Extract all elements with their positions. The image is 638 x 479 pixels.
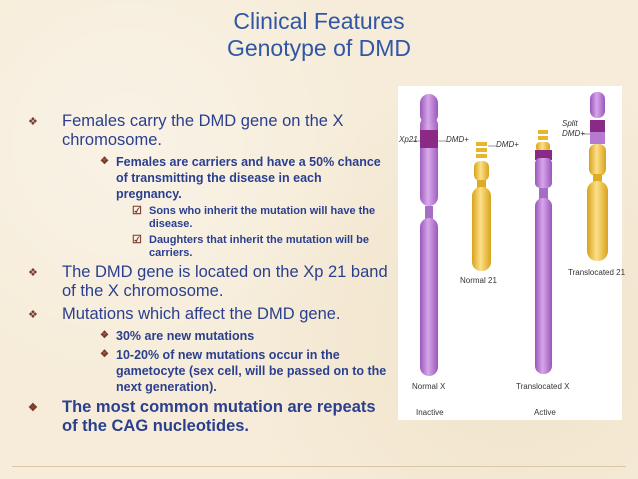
normal-21-satellite bbox=[476, 142, 487, 146]
bullet-1-1-2-text: Daughters that inherit the mutation will… bbox=[149, 234, 370, 259]
bullet-2-text: The DMD gene is located on the Xp 21 ban… bbox=[62, 263, 388, 300]
tx-centromere bbox=[539, 188, 548, 200]
check-box-bullet-icon: ☑ bbox=[132, 205, 142, 217]
t21-q-arm bbox=[587, 181, 608, 261]
label-dmd-2: DMD+ bbox=[496, 140, 519, 149]
label-dmd-3: DMD+ bbox=[562, 129, 585, 138]
chromosome-figure: Xp21 DMD+ DMD+ Split DMD+ Normal 21 Tran… bbox=[398, 86, 626, 420]
bullet-1: ❖ Females carry the DMD gene on the X ch… bbox=[28, 112, 388, 150]
bullet-4-text: The most common mutation are repeats of … bbox=[62, 398, 376, 435]
tx-dmd-band bbox=[535, 150, 552, 160]
t21-centromere bbox=[593, 174, 602, 182]
bullet-3-2: ❖ 10-20% of new mutations occur in the g… bbox=[28, 347, 388, 395]
bullet-3-1-text: 30% are new mutations bbox=[116, 329, 255, 343]
tx-satellite bbox=[538, 130, 548, 134]
diamond-bullet-icon: ❖ bbox=[28, 309, 38, 321]
normal-x-chromosome bbox=[420, 94, 438, 376]
tx-q-arm bbox=[535, 198, 552, 374]
bullet-1-1-2: ☑ Daughters that inherit the mutation wi… bbox=[28, 234, 388, 260]
check-box-bullet-icon: ☑ bbox=[132, 234, 142, 246]
slide-title: Clinical Features Genotype of DMD bbox=[0, 8, 638, 62]
label-dmd-1: DMD+ bbox=[446, 135, 469, 144]
bullet-4: ❖ The most common mutation are repeats o… bbox=[28, 398, 388, 436]
diamond-bullet-icon: ❖ bbox=[28, 267, 38, 279]
normal-21-chromosome bbox=[472, 142, 491, 271]
normal-x-centromere bbox=[425, 206, 433, 220]
caption-normal-21: Normal 21 bbox=[460, 276, 497, 285]
bullet-1-text: Females carry the DMD gene on the X chro… bbox=[62, 112, 344, 149]
t21-purple-segment bbox=[590, 132, 605, 144]
bullet-3: ❖ Mutations which affect the DMD gene. bbox=[28, 305, 388, 324]
normal-x-p-arm bbox=[420, 116, 438, 206]
caption-normal-x: Normal X bbox=[412, 382, 446, 391]
tx-satellite bbox=[538, 136, 548, 140]
diamond-bullet-icon: ❖ bbox=[100, 330, 109, 341]
bullet-1-1-1-text: Sons who inherit the mutation will have … bbox=[149, 205, 376, 230]
bullet-1-1-text: Females are carriers and have a 50% chan… bbox=[116, 155, 381, 201]
caption-active: Active bbox=[534, 408, 556, 417]
t21-purple-tip bbox=[590, 92, 605, 118]
diamond-bullet-icon: ❖ bbox=[100, 349, 109, 360]
normal-21-satellite bbox=[476, 154, 487, 158]
translocated-x-chromosome bbox=[535, 130, 552, 374]
caption-translocated-x: Translocated X bbox=[516, 382, 570, 391]
normal-21-satellite bbox=[476, 148, 487, 152]
label-split: Split bbox=[562, 119, 578, 128]
label-xp21: Xp21 bbox=[399, 135, 418, 144]
t21-p-arm bbox=[589, 144, 606, 176]
bullet-3-1: ❖ 30% are new mutations bbox=[28, 328, 388, 344]
normal-21-centromere bbox=[477, 180, 486, 188]
bullet-3-2-text: 10-20% of new mutations occur in the gam… bbox=[116, 348, 387, 394]
xp21-band-overlay bbox=[420, 130, 438, 148]
title-line-2: Genotype of DMD bbox=[226, 35, 412, 61]
bullet-list: ❖ Females carry the DMD gene on the X ch… bbox=[28, 112, 388, 436]
footer-divider bbox=[12, 466, 626, 467]
normal-21-p-arm bbox=[474, 161, 489, 181]
diamond-bullet-icon: ❖ bbox=[28, 116, 38, 128]
translocated-21-chromosome bbox=[587, 92, 608, 261]
normal-x-q-arm bbox=[420, 218, 438, 376]
tx-yellow-cap bbox=[536, 142, 550, 152]
normal-x-tip bbox=[420, 94, 438, 124]
bullet-3-text: Mutations which affect the DMD gene. bbox=[62, 305, 341, 323]
diamond-bullet-icon: ❖ bbox=[28, 402, 38, 414]
diamond-bullet-icon: ❖ bbox=[100, 156, 109, 167]
tx-p-arm bbox=[535, 158, 552, 188]
bullet-2: ❖ The DMD gene is located on the Xp 21 b… bbox=[28, 263, 388, 301]
t21-dmd-band bbox=[590, 120, 605, 134]
caption-translocated-21: Translocated 21 bbox=[568, 268, 626, 277]
bullet-1-1-1: ☑ Sons who inherit the mutation will hav… bbox=[28, 205, 388, 231]
normal-21-q-arm bbox=[472, 187, 491, 271]
chromosome-diagram bbox=[412, 92, 608, 376]
bullet-1-1: ❖ Females are carriers and have a 50% ch… bbox=[28, 154, 388, 202]
title-line-1: Clinical Features bbox=[233, 8, 405, 34]
caption-inactive: Inactive bbox=[416, 408, 444, 417]
